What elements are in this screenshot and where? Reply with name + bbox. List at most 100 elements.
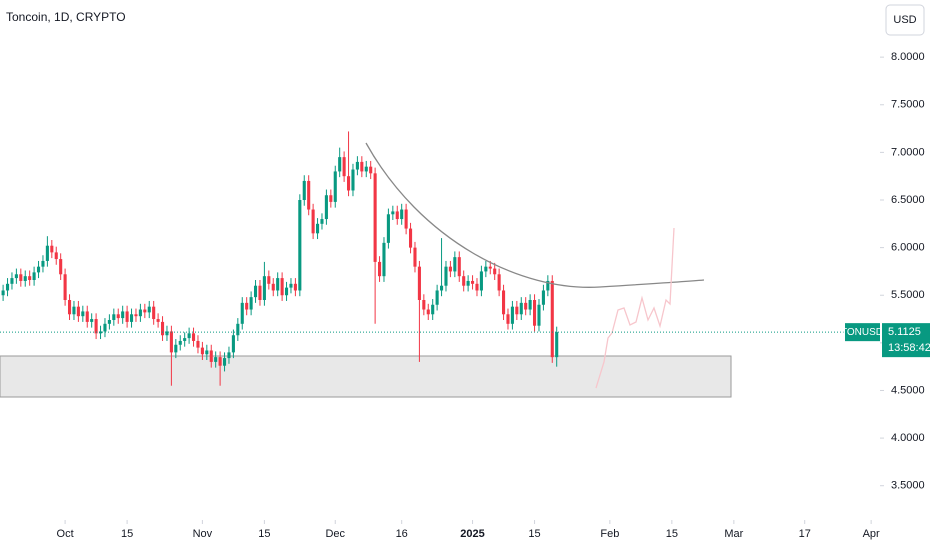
candle-body <box>302 180 306 200</box>
candle-body <box>497 274 501 291</box>
x-tick-label: 17 <box>799 528 811 540</box>
candle-body <box>311 209 315 234</box>
candle-body <box>546 280 550 291</box>
candle-body <box>10 278 14 284</box>
candle-body <box>471 280 475 284</box>
candle-body <box>85 311 89 322</box>
candle-body <box>19 274 23 281</box>
currency-button[interactable] <box>885 4 925 36</box>
candle-body <box>515 306 519 315</box>
candle-body <box>555 332 559 358</box>
y-tick-label: 6.5000 <box>891 194 925 206</box>
candle-body <box>320 219 324 224</box>
symbol-label: TONUSD <box>841 327 883 338</box>
candle-body <box>143 309 147 313</box>
candle-body <box>249 297 253 310</box>
candle-body <box>14 274 18 279</box>
candle-body <box>298 200 302 291</box>
y-tick-label: 6.0000 <box>891 242 925 254</box>
candle-body <box>218 357 222 366</box>
candle-body <box>541 290 545 305</box>
candle-body <box>23 276 27 281</box>
currency-label[interactable]: USD <box>893 14 916 26</box>
candle-body <box>537 304 541 326</box>
candle-body <box>183 338 187 341</box>
price-tag <box>882 323 930 358</box>
candle-body <box>519 302 523 315</box>
candle-body <box>178 340 182 345</box>
candle-body <box>267 276 271 284</box>
candle-body <box>488 266 492 269</box>
candle-body <box>227 352 231 359</box>
candle-body <box>214 357 218 362</box>
candle-body <box>408 228 413 248</box>
candle-body <box>360 161 364 172</box>
y-tick-label: 4.5000 <box>891 384 925 396</box>
candle-body <box>236 323 240 336</box>
candle-body <box>364 166 368 172</box>
zone-box <box>0 355 732 398</box>
countdown-label: 13:58:42 <box>888 342 931 354</box>
candle-body <box>50 245 54 253</box>
projection-drawing <box>595 227 675 389</box>
candle-body <box>103 323 107 332</box>
candle-body <box>200 347 204 355</box>
candle-body <box>191 333 196 341</box>
candle-body <box>457 257 461 277</box>
y-tick-label: 7.5000 <box>891 99 925 111</box>
candle-body <box>444 266 448 286</box>
candle-body <box>386 214 390 243</box>
candle-body <box>169 331 173 353</box>
candle-body <box>152 306 156 320</box>
candle-body <box>276 278 280 291</box>
candle-body <box>205 350 209 355</box>
y-tick-label: 3.5000 <box>891 480 925 492</box>
candle-body <box>156 319 160 322</box>
candle-body <box>338 157 342 172</box>
candle-body <box>280 278 284 296</box>
candle-body <box>196 340 200 348</box>
candle-body <box>422 300 426 310</box>
candle-body <box>462 276 466 286</box>
candle-body <box>5 283 10 291</box>
candle-body <box>36 266 41 273</box>
y-tick-label: 7.0000 <box>891 146 925 158</box>
candle-body <box>59 259 63 275</box>
candle-body <box>289 283 293 288</box>
candle-body <box>346 176 351 191</box>
candle-body <box>404 209 408 229</box>
x-tick-label: Oct <box>57 528 74 540</box>
y-tick-label: 8.0000 <box>891 51 925 63</box>
candle-body <box>222 358 227 366</box>
candle-body <box>209 350 213 362</box>
candle-body <box>382 242 386 277</box>
x-tick-label: Dec <box>325 528 345 540</box>
candle-body <box>475 283 479 291</box>
candle-body <box>440 285 444 291</box>
candle-body <box>550 280 554 358</box>
candle-body <box>369 166 373 174</box>
candle-body <box>63 274 67 300</box>
x-tick-label: 15 <box>121 528 133 540</box>
candle-body <box>324 195 328 220</box>
marks <box>1 131 559 386</box>
candle-body <box>112 314 116 320</box>
candle-body <box>284 287 289 296</box>
candle-body <box>125 311 129 322</box>
candle-body <box>377 261 382 277</box>
x-tick-label: 2025 <box>460 528 484 540</box>
candle-body <box>107 320 111 324</box>
x-tick-label: Mar <box>724 528 743 540</box>
x-tick-label: Apr <box>863 528 880 540</box>
candle-body <box>351 169 355 191</box>
candle-body <box>72 306 76 315</box>
candle-body <box>426 309 430 315</box>
candle-body <box>160 321 165 336</box>
candle-body <box>98 331 103 334</box>
candle-body <box>329 195 333 202</box>
candle-body <box>493 268 497 275</box>
candle-body <box>395 211 399 220</box>
candle-body <box>67 300 72 315</box>
candle-body <box>174 344 178 353</box>
